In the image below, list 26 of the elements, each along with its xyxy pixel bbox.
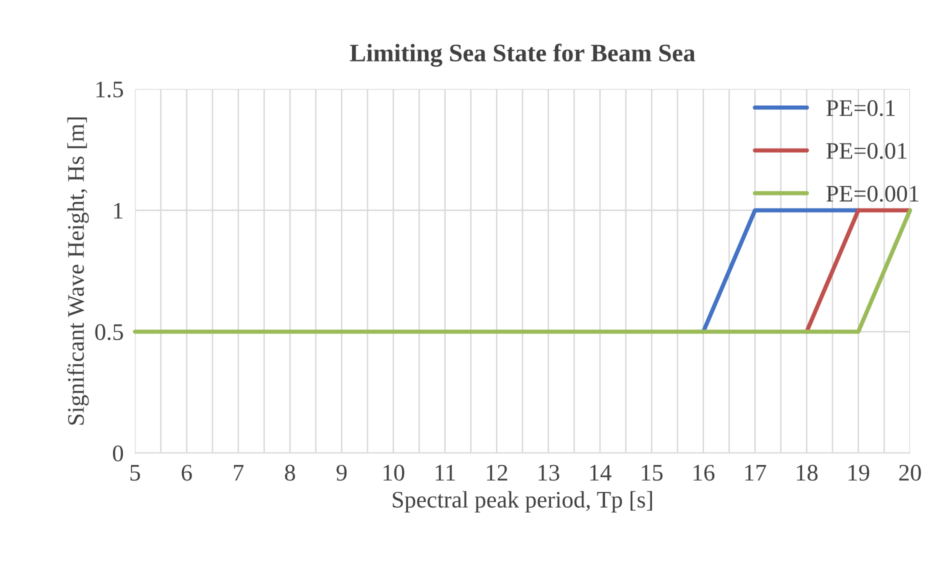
y-tick-label: 1.5 — [96, 82, 123, 98]
x-tick-label: 20 — [899, 464, 921, 481]
x-tick-label: 12 — [486, 464, 508, 480]
x-tick-label: 16 — [694, 464, 714, 481]
x-tick-label: 15 — [642, 464, 663, 481]
y-tick-label: 0 — [112, 445, 123, 462]
x-tick-label: 5 — [130, 465, 140, 481]
legend-label: PE=0.001 — [826, 186, 918, 202]
x-tick-label: 7 — [234, 465, 244, 480]
x-tick-label: 9 — [336, 464, 347, 481]
x-tick-label: 10 — [384, 464, 404, 481]
x-tick-label: 19 — [848, 464, 870, 481]
legend-label: PE=0.01 — [826, 142, 907, 159]
x-tick-label: 18 — [796, 464, 818, 481]
x-tick-label: 13 — [538, 464, 560, 481]
y-tick-label: 1 — [114, 202, 122, 219]
x-tick-label: 6 — [182, 464, 192, 481]
x-tick-label: 17 — [745, 464, 766, 480]
x-tick-label: 8 — [284, 464, 296, 481]
x-tick-label: 14 — [590, 464, 612, 480]
chart-title: Limiting Sea State for Beam Sea — [350, 44, 696, 67]
x-axis-title: Spectral peak period, Tp [s] — [392, 491, 652, 512]
legend-label: PE=0.1 — [826, 100, 895, 116]
y-axis-title: Significant Wave Height, Hs [m] — [67, 118, 89, 425]
y-tick-label: 0.5 — [95, 324, 123, 340]
x-tick-label: 11 — [436, 464, 455, 480]
